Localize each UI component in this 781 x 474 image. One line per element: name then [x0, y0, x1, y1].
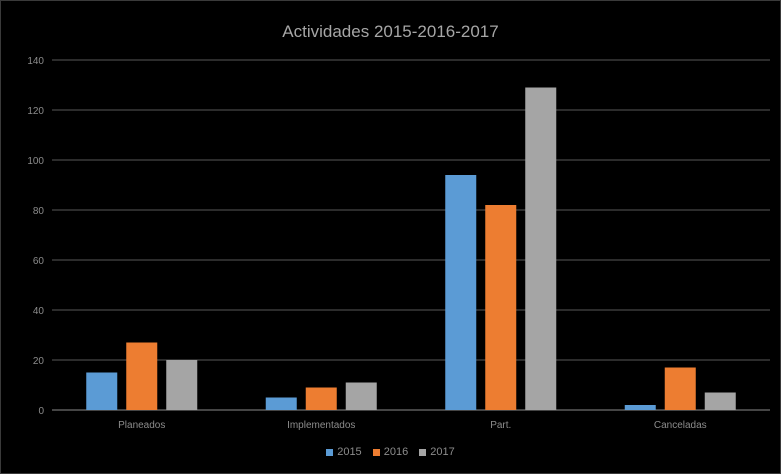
bar-2015-part-: [445, 175, 477, 410]
legend-label-2016: 2016: [383, 446, 409, 458]
y-tick-label-100: 100: [27, 156, 44, 167]
x-tick-label-part-: Part.: [490, 420, 511, 431]
y-tick-label-140: 140: [27, 56, 44, 67]
bar-2016-part-: [485, 205, 517, 410]
bar-2017-canceladas: [704, 392, 736, 410]
x-tick-label-canceladas: Canceladas: [654, 420, 707, 431]
bar-2015-planeados: [86, 372, 118, 410]
bar-2016-implementados: [305, 387, 337, 410]
bar-2017-implementados: [345, 382, 377, 410]
y-tick-label-80: 80: [33, 206, 45, 217]
legend-label-2015: 2015: [337, 446, 362, 458]
legend-item-2015: 2015: [326, 446, 362, 458]
x-tick-label-implementados: Implementados: [287, 420, 355, 431]
y-tick-label-20: 20: [33, 356, 45, 367]
legend-swatch-2015: [326, 448, 334, 456]
chart-title: Actividades 2015-2016-2017: [282, 22, 499, 41]
legend-label-2017: 2017: [430, 446, 455, 458]
bar-2015-canceladas: [624, 405, 656, 410]
chart-legend: 2015 2016 2017: [0, 446, 781, 459]
bar-2017-part-: [525, 87, 557, 410]
bar-2017-planeados: [166, 360, 198, 410]
legend-swatch-2017: [419, 448, 427, 456]
x-tick-label-planeados: Planeados: [118, 420, 165, 431]
y-tick-label-40: 40: [33, 306, 45, 317]
y-tick-label-120: 120: [27, 106, 44, 117]
bar-2016-canceladas: [664, 367, 696, 410]
bar-2016-planeados: [126, 342, 158, 410]
legend-item-2017: 2017: [419, 446, 455, 458]
legend-item-2016: 2016: [372, 446, 409, 458]
bar-2015-implementados: [265, 397, 297, 410]
y-tick-label-60: 60: [33, 256, 45, 267]
legend-swatch-2016: [372, 448, 380, 456]
y-tick-label-0: 0: [38, 406, 44, 417]
